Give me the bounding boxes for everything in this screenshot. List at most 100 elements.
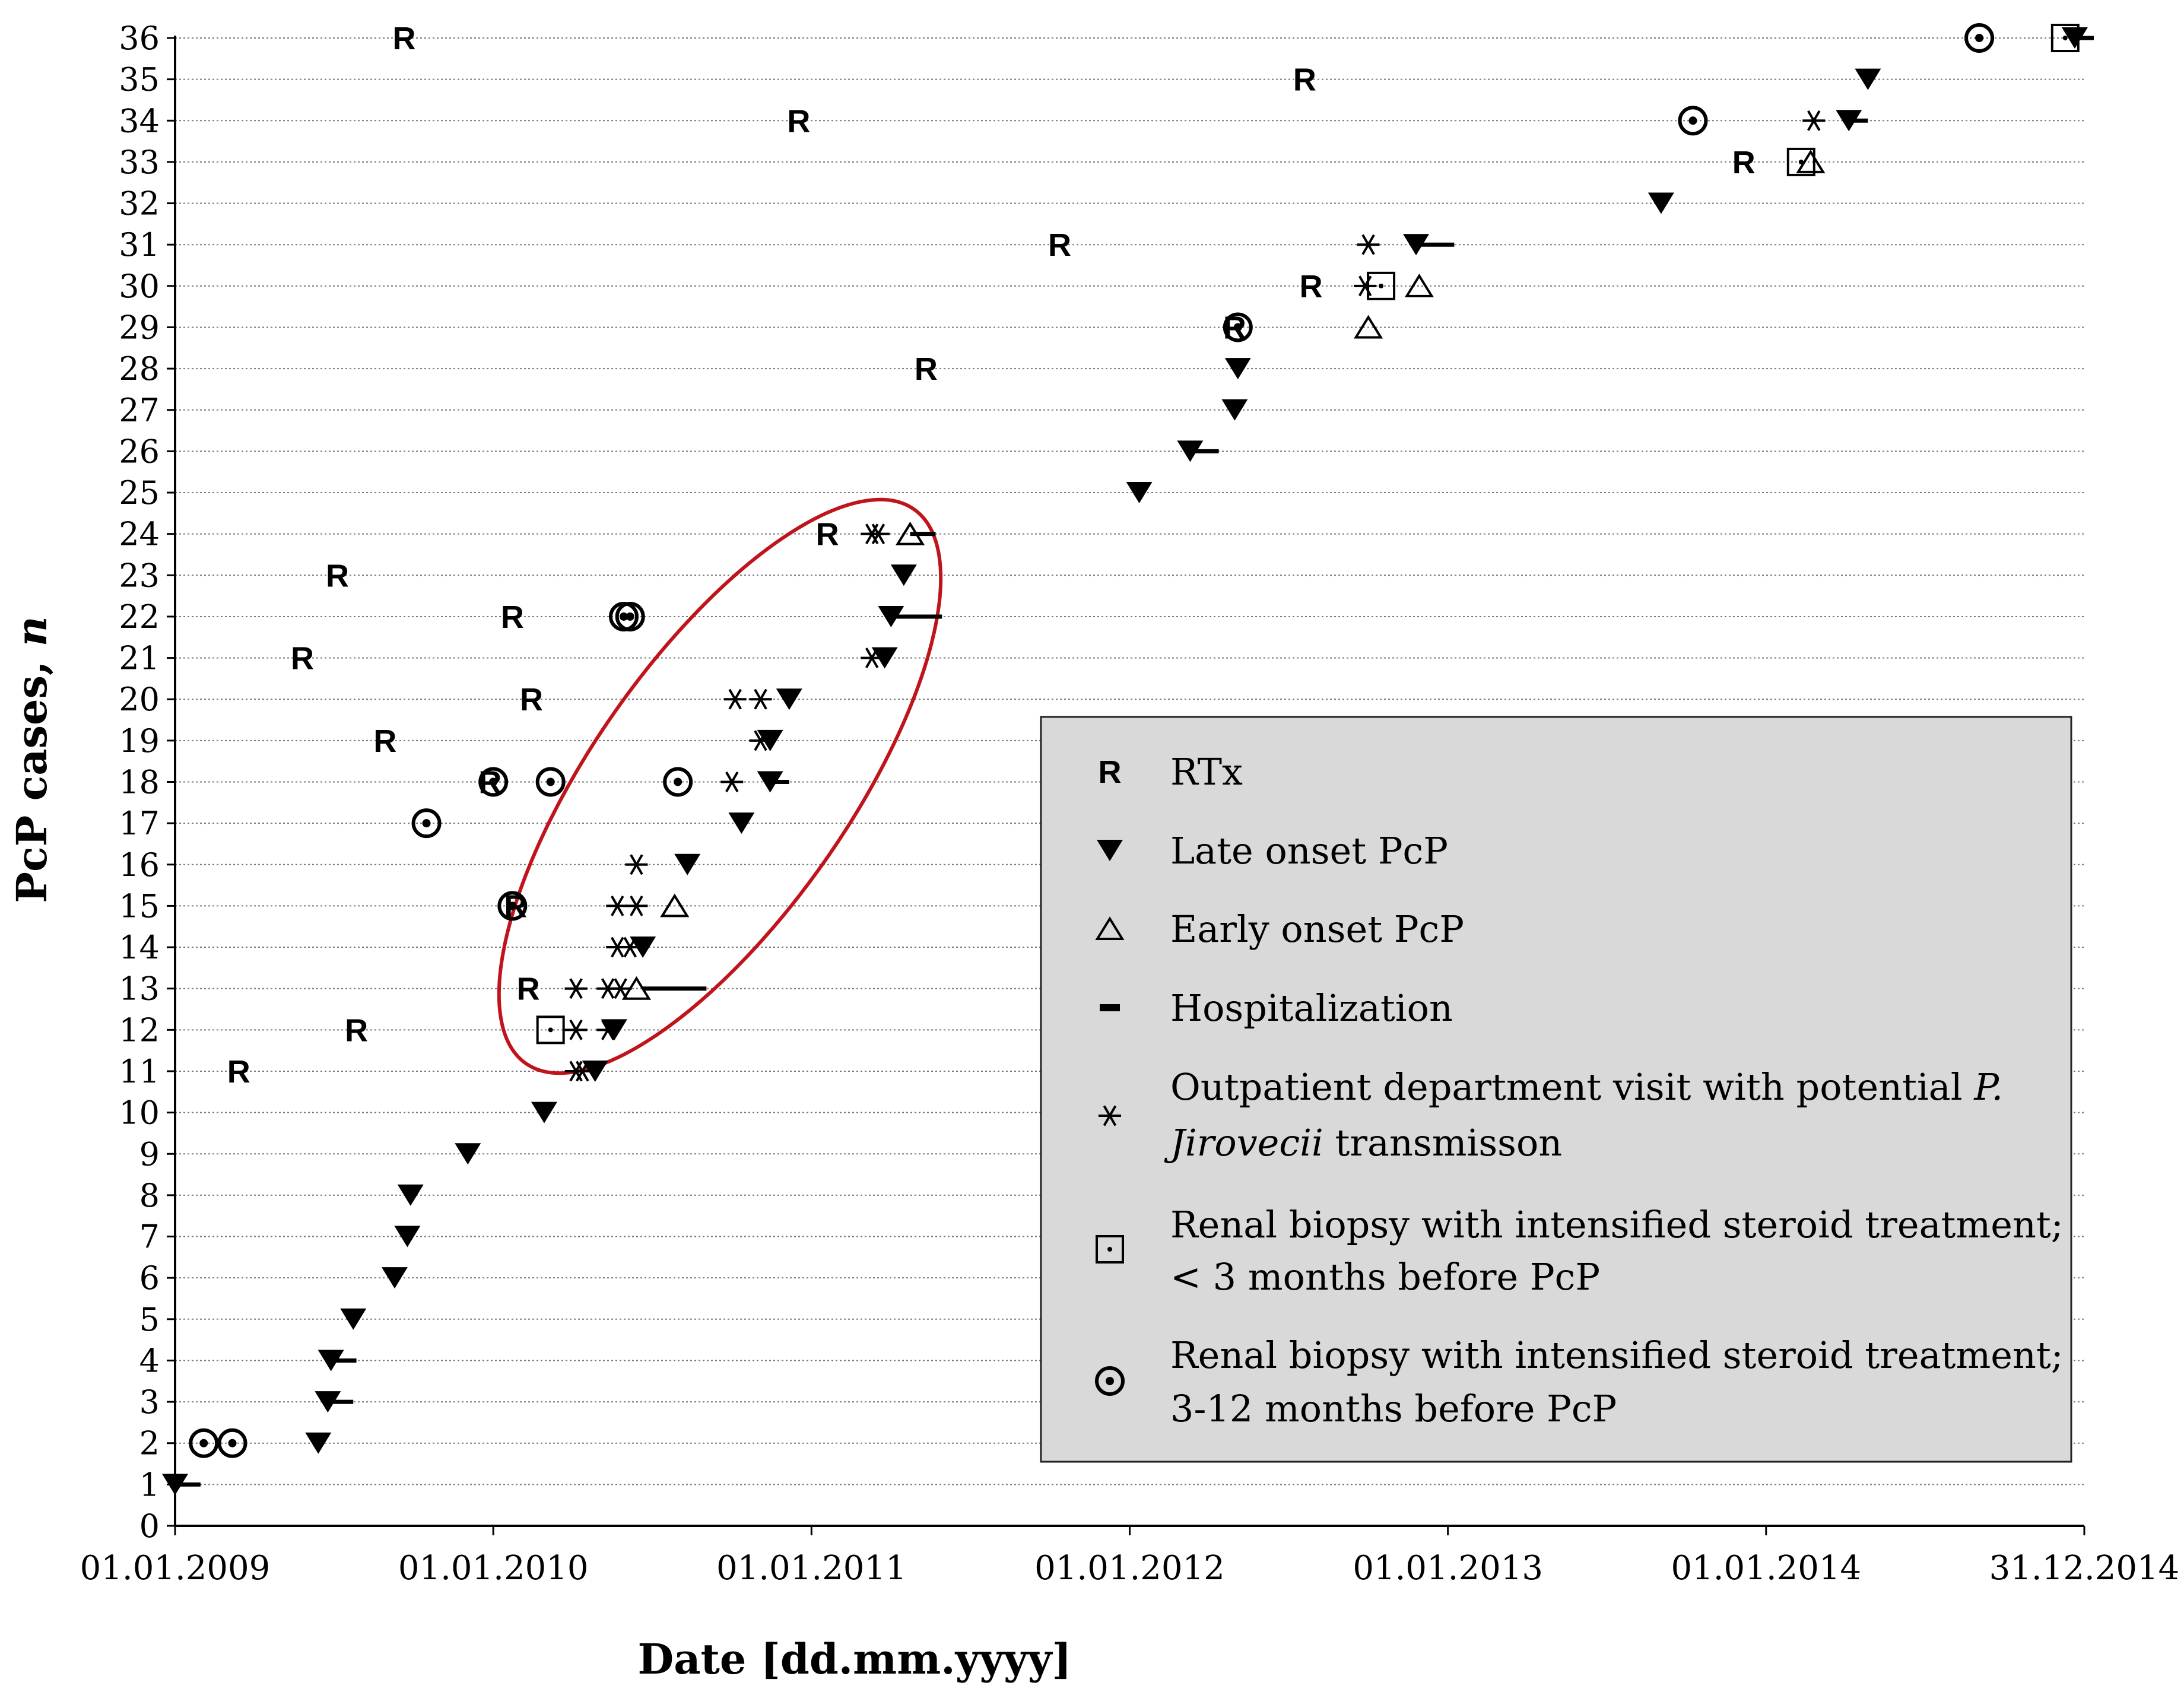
- star-stroke: [569, 978, 583, 999]
- outpatient-visit-marker: [596, 1019, 620, 1040]
- circle-ring: [535, 767, 566, 797]
- circle-dot: [508, 901, 517, 910]
- late-onset-marker: [1221, 399, 1248, 421]
- star-stroke: [630, 854, 643, 875]
- rtx-marker: R: [517, 972, 540, 1007]
- rtx-marker: R: [520, 682, 543, 718]
- star-stroke: [611, 937, 624, 958]
- outpatient-visit-marker: [625, 895, 648, 916]
- x-tick-label: 01.01.2010: [398, 1549, 589, 1588]
- rtx-marker: R: [1300, 269, 1323, 304]
- outpatient-visit-marker: [564, 1019, 588, 1040]
- biopsy-3to12m-marker: [535, 767, 566, 797]
- legend: R RTx Late onset PcP Early onset PcP Hospita…: [1040, 716, 2072, 1463]
- biopsy-3to12m-marker: [1964, 23, 1995, 53]
- y-tick-label: 10: [119, 1094, 160, 1132]
- late-onset-marker: [890, 564, 917, 586]
- y-tick-label: 33: [119, 144, 160, 181]
- y-tick-label: 9: [139, 1135, 160, 1173]
- y-tick-label: 2: [139, 1425, 160, 1462]
- late-onset-marker: [1224, 358, 1251, 380]
- biopsy-3to12m-marker: [189, 1428, 219, 1458]
- rtx-marker: R: [1293, 62, 1316, 98]
- outpatient-visit-marker: [564, 978, 588, 999]
- outpatient-visit-marker: [571, 1061, 594, 1082]
- y-tick-label: 20: [119, 681, 160, 718]
- circle-dot: [674, 777, 682, 786]
- labels-layer: Date [dd.mm.yyyy] PcP cases, n: [7, 616, 1072, 1684]
- y-tick-label: 1: [139, 1466, 160, 1503]
- circle-ring: [615, 601, 645, 631]
- circle-dot: [489, 777, 498, 786]
- circle-dot: [546, 777, 555, 786]
- star-stroke: [576, 1061, 589, 1082]
- biopsy-3to12m-marker: [1095, 1366, 1125, 1396]
- outpatient-visit-marker: [749, 688, 772, 710]
- y-tick-label: 34: [119, 102, 160, 139]
- star-stroke: [611, 895, 624, 916]
- box-frame: [1367, 271, 1396, 300]
- legend-label: Late onset PcP: [1170, 829, 1448, 872]
- biopsy-3to12m-marker: [497, 891, 528, 921]
- biopsy-lt3m-marker: [2050, 24, 2080, 52]
- y-tick-label: 6: [139, 1259, 160, 1297]
- circle-ring: [411, 808, 442, 839]
- biopsy-3to12m-marker: [217, 1428, 247, 1458]
- star-stroke: [614, 978, 627, 999]
- star-stroke: [754, 688, 767, 710]
- y-tick-label: 32: [119, 185, 160, 223]
- y-tick-label: 23: [119, 557, 160, 594]
- star-stroke: [1361, 234, 1375, 255]
- y-tick-label: 26: [119, 433, 160, 470]
- y-axis-title-italic: n: [7, 616, 56, 646]
- box-dot: [1107, 1247, 1112, 1252]
- y-axis-title: PcP cases, n: [7, 616, 56, 903]
- rtx-marker: R: [1048, 227, 1071, 263]
- legend-label: Outpatient department visit with potenti…: [1170, 1065, 2003, 1109]
- late-onset-marker: [776, 688, 802, 710]
- box-dot: [1798, 159, 1804, 164]
- circle-ring: [497, 891, 528, 921]
- y-tick-label: 25: [119, 474, 160, 512]
- y-tick-label: 24: [119, 516, 160, 553]
- legend-label: Jirovecii transmisson: [1164, 1121, 1562, 1164]
- y-tick-label: 35: [119, 61, 160, 99]
- biopsy-3to12m-marker: [663, 767, 693, 797]
- outpatient-visit-marker: [1357, 234, 1380, 255]
- legend-label-part-italic: Jirovecii: [1164, 1121, 1323, 1164]
- circle-dot: [1975, 34, 1984, 42]
- y-tick-label: 30: [119, 268, 160, 305]
- early-onset-marker: [1354, 315, 1383, 339]
- circle-dot: [199, 1439, 208, 1447]
- late-onset-marker: [582, 1060, 608, 1082]
- biopsy-lt3m-marker: [1367, 271, 1396, 300]
- early-onset-marker: [1095, 916, 1125, 940]
- star-stroke: [569, 1019, 583, 1040]
- star-stroke: [630, 895, 643, 916]
- rtx-marker: R: [501, 599, 524, 635]
- late-onset-marker: [394, 1226, 421, 1247]
- late-onset-marker: [340, 1308, 367, 1330]
- y-tick-label: 11: [119, 1053, 160, 1090]
- biopsy-3to12m-marker: [1223, 312, 1253, 342]
- circle-dot: [1106, 1377, 1114, 1385]
- star-stroke: [623, 937, 637, 958]
- circle-ring: [189, 1428, 219, 1458]
- y-tick-label: 5: [139, 1301, 160, 1338]
- star-stroke: [601, 1019, 615, 1040]
- x-tick-label: 01.01.2013: [1353, 1549, 1543, 1588]
- star-stroke: [601, 978, 615, 999]
- y-tick-label: 15: [119, 887, 160, 925]
- x-tick-label: 01.01.2011: [716, 1549, 907, 1588]
- legend-label: Early onset PcP: [1170, 907, 1464, 951]
- biopsy-lt3m-marker: [1096, 1235, 1124, 1264]
- y-tick-label: 27: [119, 392, 160, 429]
- late-onset-marker: [397, 1184, 424, 1206]
- biopsy-lt3m-marker: [536, 1015, 565, 1045]
- circle-dot: [228, 1439, 237, 1447]
- outpatient-visit-marker: [1354, 275, 1377, 297]
- late-onset-marker: [630, 937, 656, 958]
- biopsy-3to12m-marker: [478, 767, 509, 797]
- circle-ring: [217, 1428, 247, 1458]
